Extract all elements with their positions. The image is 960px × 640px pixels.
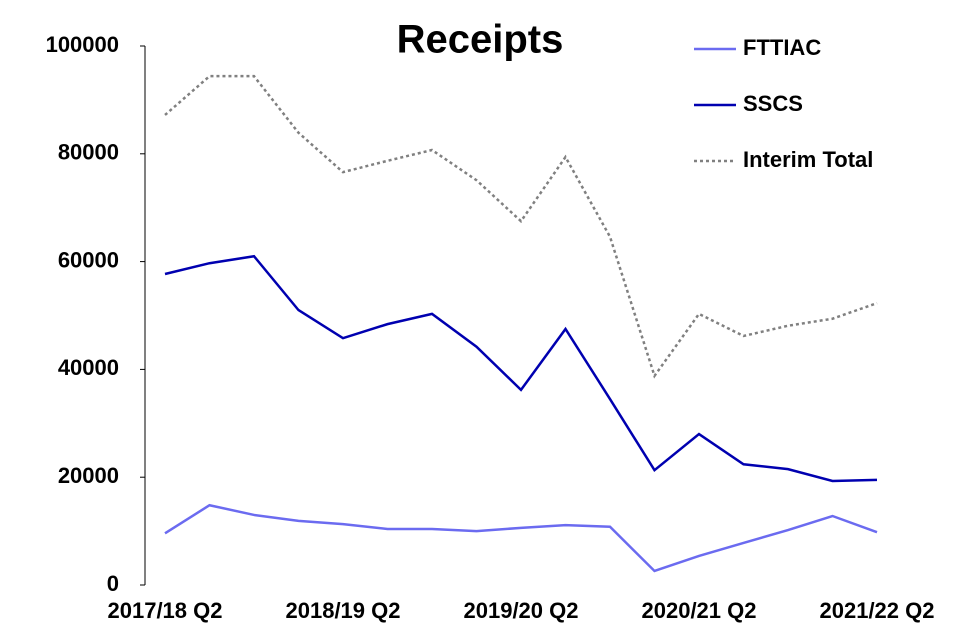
x-tick-label: 2017/18 Q2 (108, 598, 223, 623)
series-line (164, 503, 878, 573)
series-line (164, 254, 878, 483)
y-tick-label: 40000 (58, 355, 119, 380)
x-tick-label: 2018/19 Q2 (286, 598, 401, 623)
legend-label: SSCS (743, 91, 803, 116)
x-tick-label: 2020/21 Q2 (642, 598, 757, 623)
chart-title: Receipts (397, 18, 564, 62)
y-tick-label: 20000 (58, 463, 119, 488)
y-tick-label: 80000 (58, 140, 119, 165)
y-tick-label: 100000 (46, 32, 119, 57)
y-tick-label: 0 (107, 571, 119, 596)
x-tick-label: 2019/20 Q2 (464, 598, 579, 623)
y-tick-label: 60000 (58, 247, 119, 272)
legend-label: FTTIAC (743, 35, 821, 60)
series-line (164, 74, 878, 379)
legend-label: Interim Total (743, 147, 873, 172)
x-tick-label: 2021/22 Q2 (820, 598, 935, 623)
